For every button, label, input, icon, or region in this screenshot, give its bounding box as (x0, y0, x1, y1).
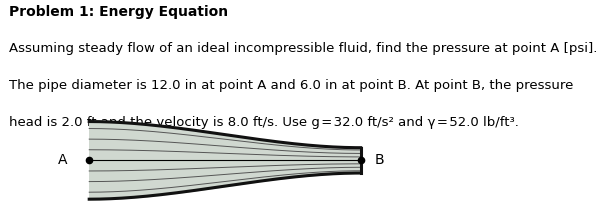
Text: head is 2.0 ft and the velocity is 8.0 ft/s. Use g = 32.0 ft/s² and γ = 52.0 lb/: head is 2.0 ft and the velocity is 8.0 f… (9, 116, 519, 129)
Text: A: A (58, 153, 67, 167)
Text: The pipe diameter is 12.0 in at point A and 6.0 in at point B. At point B, the p: The pipe diameter is 12.0 in at point A … (9, 79, 573, 92)
Text: Assuming steady flow of an ideal incompressible fluid, find the pressure at poin: Assuming steady flow of an ideal incompr… (9, 42, 598, 55)
Text: B: B (375, 153, 384, 167)
Text: Problem 1: Energy Equation: Problem 1: Energy Equation (9, 5, 228, 19)
